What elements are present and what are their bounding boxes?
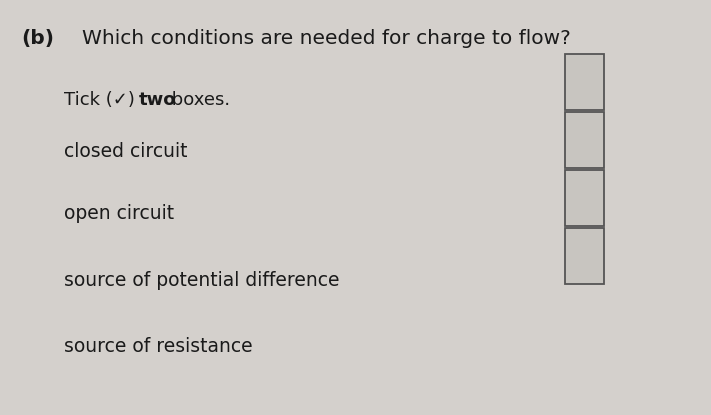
Text: open circuit: open circuit <box>64 204 174 223</box>
Bar <box>565 54 604 110</box>
Bar <box>565 170 604 226</box>
Bar <box>565 112 604 168</box>
Text: Tick (✓): Tick (✓) <box>64 91 141 109</box>
Text: two: two <box>139 91 176 109</box>
Bar <box>565 228 604 284</box>
Text: closed circuit: closed circuit <box>64 142 188 161</box>
Text: source of potential difference: source of potential difference <box>64 271 339 290</box>
Text: Which conditions are needed for charge to flow?: Which conditions are needed for charge t… <box>82 29 570 48</box>
Text: (b): (b) <box>21 29 54 48</box>
Text: source of resistance: source of resistance <box>64 337 252 356</box>
Text: boxes.: boxes. <box>166 91 230 109</box>
